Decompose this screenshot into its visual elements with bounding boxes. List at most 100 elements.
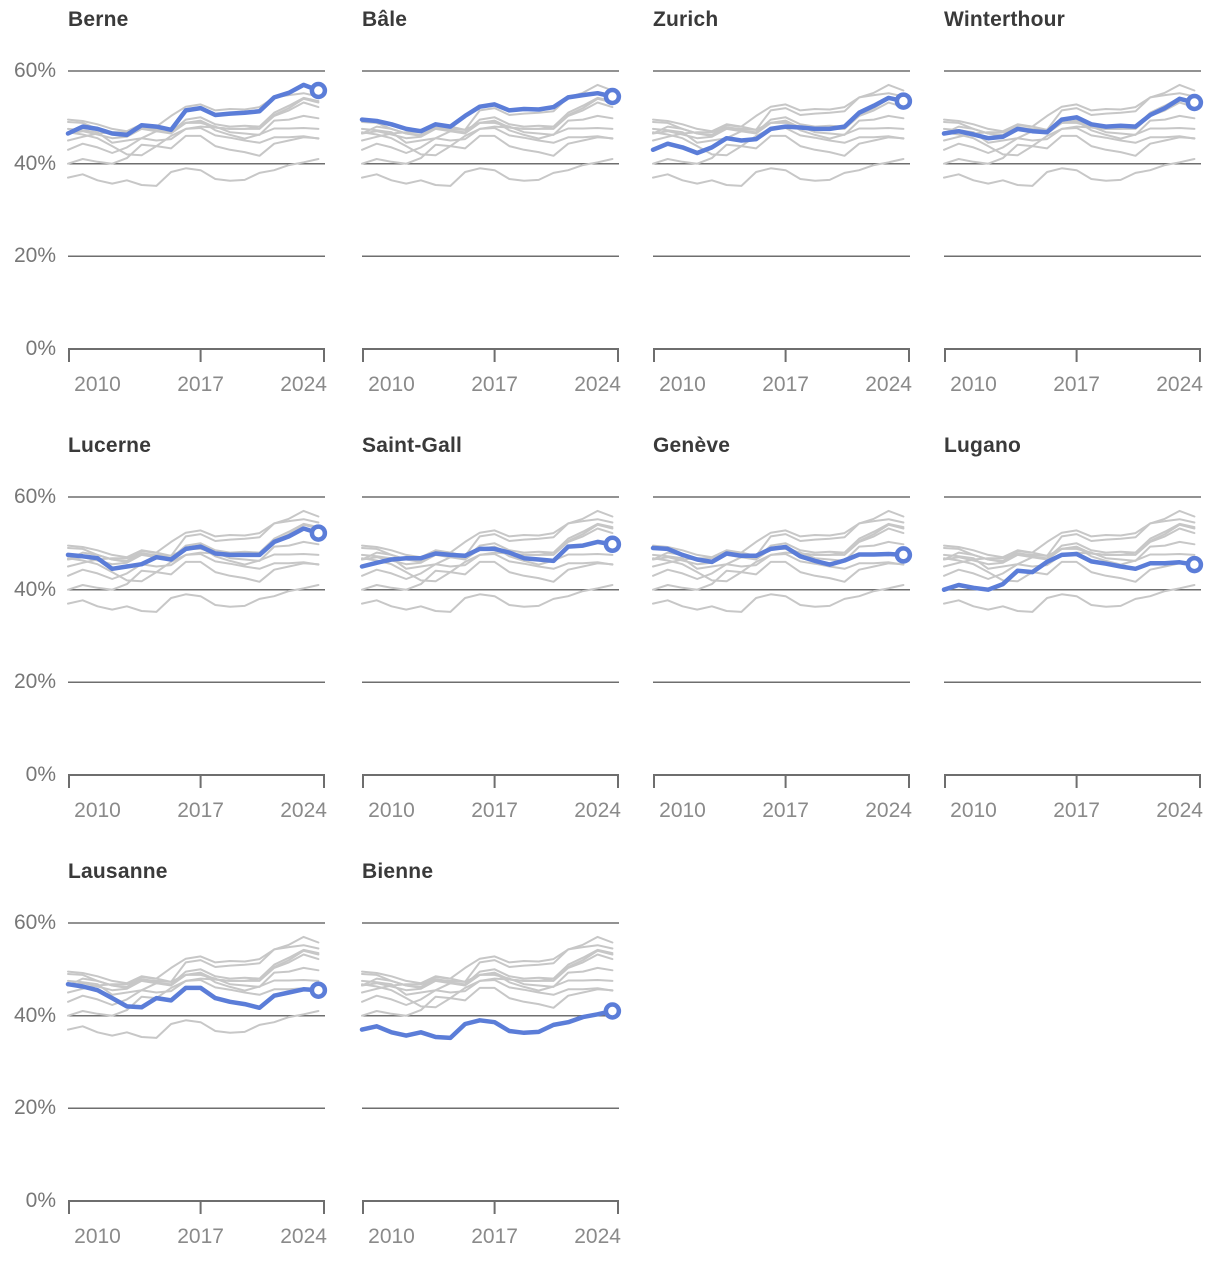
chart-panel-lucerne: Lucerne 60% 40% 20% 0% 2010 2017 2024 xyxy=(0,426,327,852)
end-marker xyxy=(309,81,328,100)
context-line-geneve xyxy=(652,120,905,140)
x-tick-label: 2017 xyxy=(177,373,224,396)
end-marker xyxy=(1185,93,1204,112)
chart-title: Bâle xyxy=(362,8,408,31)
x-tick-label: 2024 xyxy=(1156,373,1203,396)
context-line-lugano xyxy=(361,127,614,165)
chart-panel-zurich: Zurich 2010 2017 2024 xyxy=(616,0,912,426)
chart-panel-saint-gall: Saint-Gall 2010 2017 2024 xyxy=(325,426,621,852)
y-tick-label: 60% xyxy=(13,485,56,508)
context-line-bienne xyxy=(361,584,614,613)
chart-title: Winterthour xyxy=(944,8,1065,31)
end-marker xyxy=(894,546,913,564)
highlight-line xyxy=(359,90,615,134)
chart-panel-winterthour: Winterthour 2010 2017 2024 xyxy=(907,0,1204,426)
context-line-bienne xyxy=(943,158,1196,187)
x-tick-label: 2017 xyxy=(177,799,224,822)
context-line-lausanne xyxy=(67,131,320,157)
chart-title: Lausanne xyxy=(68,860,168,883)
chart-title: Genève xyxy=(653,434,731,457)
line-chart: 2010 2017 2024 xyxy=(359,922,622,1248)
end-marker xyxy=(603,1002,622,1020)
x-tick-label: 2017 xyxy=(762,373,809,396)
context-line-bale xyxy=(652,92,905,133)
x-tick-label: 2010 xyxy=(74,373,121,396)
context-line-lausanne xyxy=(361,983,614,1009)
y-tick-label: 0% xyxy=(25,763,56,786)
x-tick-label: 2024 xyxy=(574,1225,621,1248)
highlight-line xyxy=(359,539,615,569)
line-chart: 2010 2017 2024 xyxy=(359,70,622,396)
context-line-lugano xyxy=(943,127,1196,165)
chart-title: Lucerne xyxy=(68,434,152,457)
end-marker xyxy=(1185,555,1204,574)
chart-title: Zurich xyxy=(653,8,719,31)
context-line-winterthour xyxy=(361,97,614,140)
chart-panel-bienne: Bienne 2010 2017 2024 xyxy=(325,852,622,1274)
context-line-winterthour xyxy=(361,523,614,566)
context-line-bienne xyxy=(67,158,320,187)
highlight-line xyxy=(65,82,321,138)
x-tick-label: 2024 xyxy=(280,1225,327,1248)
context-line-winterthour xyxy=(67,949,320,992)
x-tick-label: 2010 xyxy=(368,373,415,396)
highlight-line xyxy=(359,1008,615,1041)
context-line-lugano xyxy=(361,553,614,591)
context-line-winterthour xyxy=(361,949,614,992)
x-tick-label: 2024 xyxy=(574,799,621,822)
highlight-line xyxy=(65,526,321,572)
context-line-bale xyxy=(67,518,320,559)
chart-title: Berne xyxy=(68,8,129,31)
y-tick-label: 20% xyxy=(13,1096,56,1120)
highlight-line xyxy=(650,544,906,567)
highlight-line xyxy=(941,96,1197,141)
end-marker xyxy=(603,87,622,106)
context-line-lausanne xyxy=(943,557,1196,583)
context-line-bienne xyxy=(67,1010,320,1039)
context-line-bienne xyxy=(652,584,905,613)
x-tick-label: 2024 xyxy=(280,373,327,396)
x-tick-label: 2010 xyxy=(659,799,706,822)
highlight-line xyxy=(65,981,321,1011)
x-tick-label: 2010 xyxy=(950,799,997,822)
context-line-geneve xyxy=(67,972,320,992)
y-tick-label: 40% xyxy=(13,151,56,175)
line-chart: 2010 2017 2024 xyxy=(65,922,328,1248)
y-tick-label: 60% xyxy=(13,59,56,82)
context-line-geneve xyxy=(943,120,1196,140)
chart-panel-berne: Berne 60% 40% 20% 0% 2010 2017 2024 xyxy=(0,0,328,426)
x-tick-label: 2017 xyxy=(471,1225,518,1248)
x-tick-label: 2010 xyxy=(950,373,997,396)
x-tick-label: 2010 xyxy=(368,799,415,822)
context-line-geneve xyxy=(361,972,614,992)
context-line-geneve xyxy=(943,546,1196,566)
x-tick-label: 2010 xyxy=(659,373,706,396)
context-line-winterthour xyxy=(652,523,905,566)
line-chart: 2010 2017 2024 xyxy=(650,70,912,396)
y-tick-label: 20% xyxy=(13,244,56,268)
line-chart: 2010 2017 2024 xyxy=(941,496,1204,822)
context-line-lausanne xyxy=(652,131,905,157)
y-tick-label: 20% xyxy=(13,670,56,694)
context-line-lugano xyxy=(361,979,614,1017)
chart-title: Bienne xyxy=(362,860,434,883)
line-chart: 2010 2017 2024 xyxy=(941,70,1204,396)
context-line-bale xyxy=(361,518,614,559)
x-tick-label: 2024 xyxy=(280,799,327,822)
context-line-bienne xyxy=(652,158,905,187)
y-tick-label: 60% xyxy=(13,911,56,934)
line-chart: 2010 2017 2024 xyxy=(650,496,913,822)
line-chart: 2010 2017 2024 xyxy=(65,70,328,396)
context-line-lugano xyxy=(67,979,320,1017)
y-tick-label: 0% xyxy=(25,1189,56,1212)
chart-panel-lausanne: Lausanne 60% 40% 20% 0% 2010 2017 2024 xyxy=(0,852,328,1274)
line-chart: 2010 2017 2024 xyxy=(65,496,327,822)
end-marker xyxy=(309,981,328,999)
context-line-bienne xyxy=(67,584,320,613)
chart-panel-lugano: Lugano 2010 2017 2024 xyxy=(907,426,1204,852)
x-tick-label: 2024 xyxy=(1156,799,1203,822)
context-line-lausanne xyxy=(361,131,614,157)
x-tick-label: 2010 xyxy=(368,1225,415,1248)
context-line-geneve xyxy=(361,120,614,140)
